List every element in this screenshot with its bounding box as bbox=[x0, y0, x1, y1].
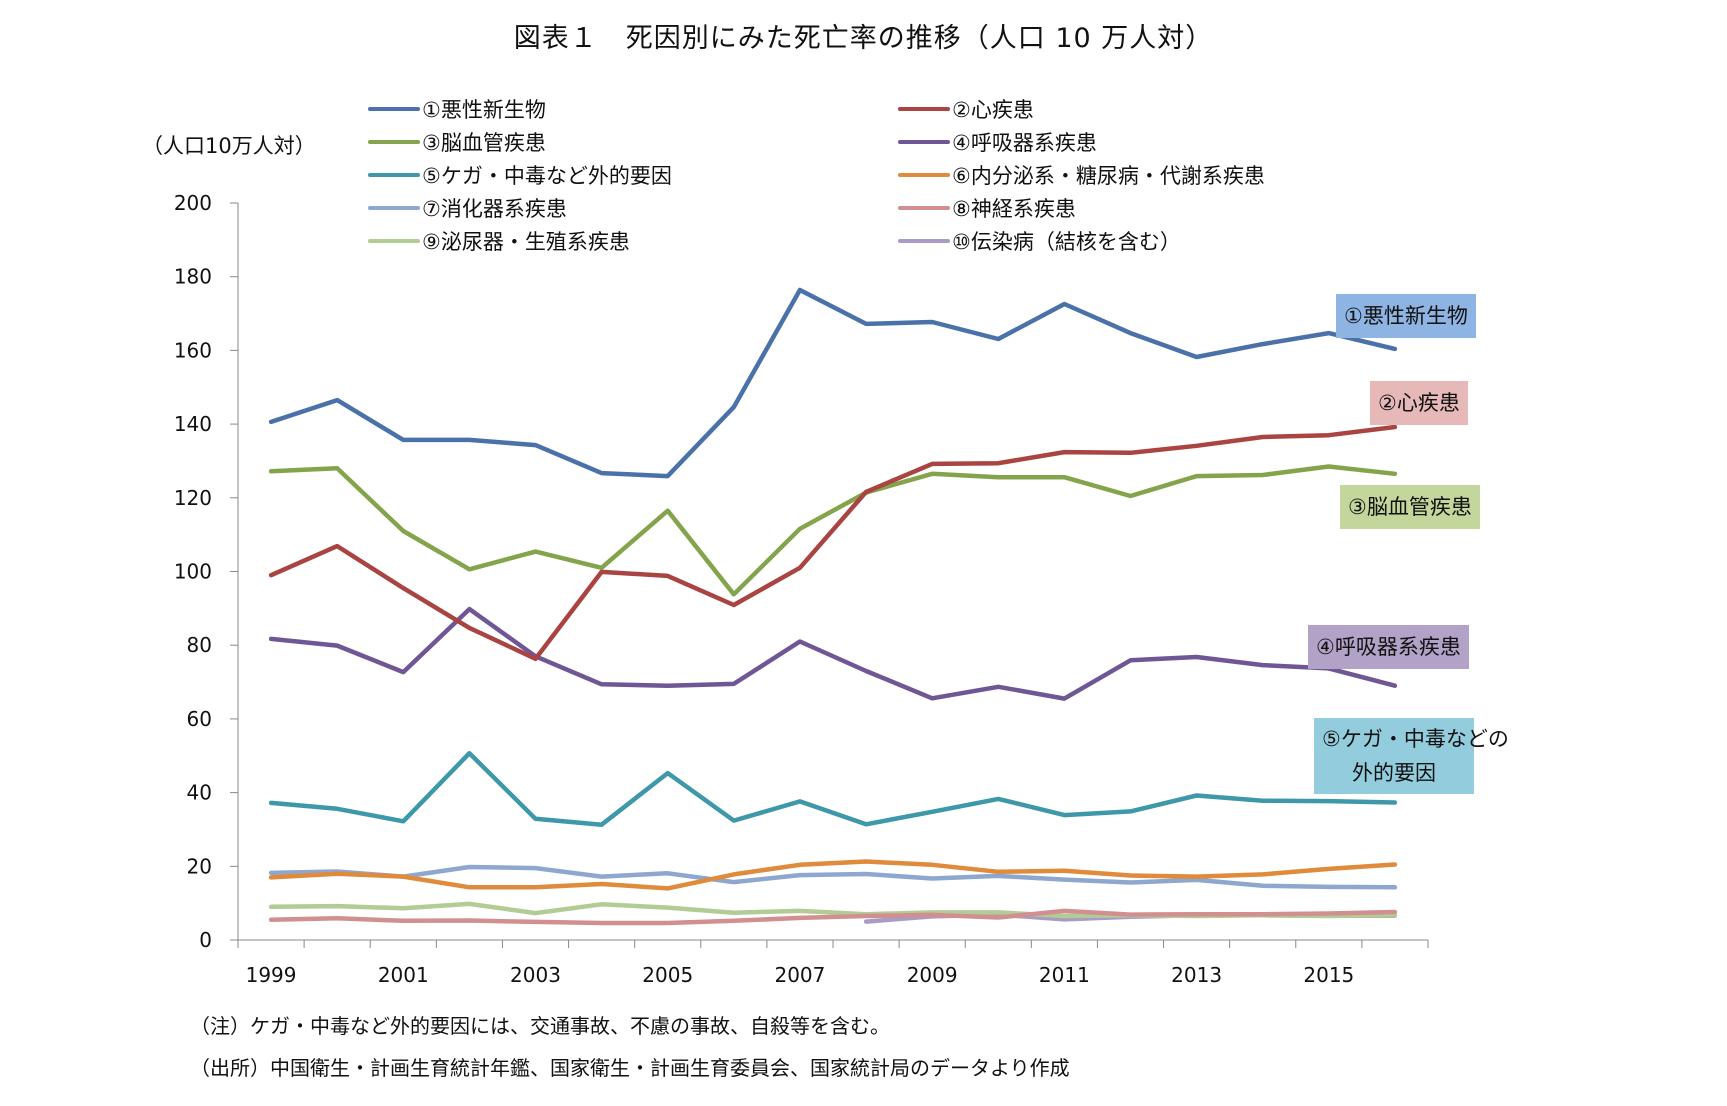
callout-line-2: 外的要因 bbox=[1352, 761, 1436, 785]
x-tick-label: 2013 bbox=[1171, 963, 1222, 987]
chart-title: 図表１ 死因別にみた死亡率の推移（人口 10 万人対） bbox=[513, 23, 1214, 54]
legend-label: ⑦消化器系疾患 bbox=[422, 197, 567, 221]
footnote: （注）ケガ・中毒など外的要因には、交通事故、不慮の事故、自殺等を含む。 bbox=[190, 1014, 890, 1038]
legend-label: ⑩伝染病（結核を含む） bbox=[952, 230, 1181, 254]
callout-heart-disease: ②心疾患 bbox=[1370, 381, 1468, 425]
x-tick-label: 2007 bbox=[774, 963, 825, 987]
series-line-2 bbox=[268, 424, 1398, 662]
series-line-1 bbox=[268, 287, 1398, 479]
legend-swatch bbox=[368, 173, 420, 177]
y-tick-label: 200 bbox=[174, 191, 212, 215]
legend-item-respiratory: ④呼吸器系疾患 bbox=[898, 127, 1097, 157]
legend-item-digestive: ⑦消化器系疾患 bbox=[368, 193, 567, 223]
legend-label: ⑨泌尿器・生殖系疾患 bbox=[422, 230, 630, 254]
x-tick-label: 2005 bbox=[642, 963, 693, 987]
series-line-7 bbox=[268, 864, 1398, 890]
legend-item-external-causes: ⑤ケガ・中毒など外的要因 bbox=[368, 160, 672, 190]
legend-swatch bbox=[898, 239, 950, 243]
y-tick-label: 60 bbox=[187, 707, 212, 731]
x-tick-label: 2015 bbox=[1303, 963, 1354, 987]
callout-line-1: ⑤ケガ・中毒などの bbox=[1322, 727, 1509, 751]
y-tick-label: 20 bbox=[187, 854, 212, 878]
legend-label: ⑤ケガ・中毒など外的要因 bbox=[422, 164, 672, 188]
legend-label: ①悪性新生物 bbox=[422, 98, 546, 122]
y-tick-label: 180 bbox=[174, 265, 212, 289]
legend-swatch bbox=[898, 206, 950, 210]
y-tick-label: 80 bbox=[187, 633, 212, 657]
legend-item-urogenital: ⑨泌尿器・生殖系疾患 bbox=[368, 226, 630, 256]
y-tick-label: 120 bbox=[174, 486, 212, 510]
legend-item-nervous: ⑧神経系疾患 bbox=[898, 193, 1076, 223]
legend-label: ④呼吸器系疾患 bbox=[952, 131, 1097, 155]
series-line-4 bbox=[268, 606, 1398, 701]
legend-swatch bbox=[898, 140, 950, 144]
callout-cerebrovascular: ③脳血管疾患 bbox=[1340, 485, 1480, 529]
y-axis-unit-label: （人口10万人対） bbox=[142, 134, 316, 158]
legend-item-endocrine: ⑥内分泌系・糖尿病・代謝系疾患 bbox=[898, 160, 1265, 190]
callout-respiratory: ④呼吸器系疾患 bbox=[1308, 625, 1469, 669]
legend-item-infectious: ⑩伝染病（結核を含む） bbox=[898, 226, 1181, 256]
legend-swatch bbox=[368, 107, 420, 111]
y-tick-label: 140 bbox=[174, 412, 212, 436]
legend-label: ⑧神経系疾患 bbox=[952, 197, 1076, 221]
legend-label: ③脳血管疾患 bbox=[422, 131, 546, 155]
legend-label: ②心疾患 bbox=[952, 98, 1034, 122]
series-line-5 bbox=[268, 750, 1398, 827]
series-line-3 bbox=[268, 464, 1398, 597]
legend-item-heart-disease: ②心疾患 bbox=[898, 94, 1034, 124]
legend-swatch bbox=[898, 173, 950, 177]
x-tick-label: 2003 bbox=[510, 963, 561, 987]
legend-swatch bbox=[898, 107, 950, 111]
legend-swatch bbox=[368, 206, 420, 210]
x-tick-label: 1999 bbox=[246, 963, 297, 987]
callout-malignant-neoplasm: ①悪性新生物 bbox=[1336, 294, 1476, 338]
axes: 0 20 40 60 80 100 120 140 160 180 200 1999 2001 2003 2… bbox=[174, 191, 1429, 987]
legend-item-cerebrovascular: ③脳血管疾患 bbox=[368, 127, 546, 157]
y-tick-label: 160 bbox=[174, 338, 212, 362]
legend-label: ⑥内分泌系・糖尿病・代謝系疾患 bbox=[952, 164, 1265, 188]
legend-item-malignant-neoplasm: ①悪性新生物 bbox=[368, 94, 546, 124]
y-tick-label: 100 bbox=[174, 560, 212, 584]
callout-external-causes: ⑤ケガ・中毒などの 外的要因 bbox=[1314, 718, 1509, 794]
y-tick-label: 0 bbox=[199, 928, 212, 952]
legend-swatch bbox=[368, 239, 420, 243]
series-lines bbox=[268, 287, 1398, 926]
x-tick-label: 2009 bbox=[907, 963, 958, 987]
series-line-8 bbox=[268, 908, 1398, 926]
y-tick-label: 40 bbox=[187, 781, 212, 805]
x-tick-label: 2001 bbox=[378, 963, 429, 987]
x-tick-label: 2011 bbox=[1039, 963, 1090, 987]
legend-swatch bbox=[368, 140, 420, 144]
source-note: （出所）中国衛生・計画生育統計年鑑、国家衛生・計画生育委員会、国家統計局のデータ… bbox=[190, 1056, 1070, 1080]
series-line-6 bbox=[268, 859, 1398, 891]
